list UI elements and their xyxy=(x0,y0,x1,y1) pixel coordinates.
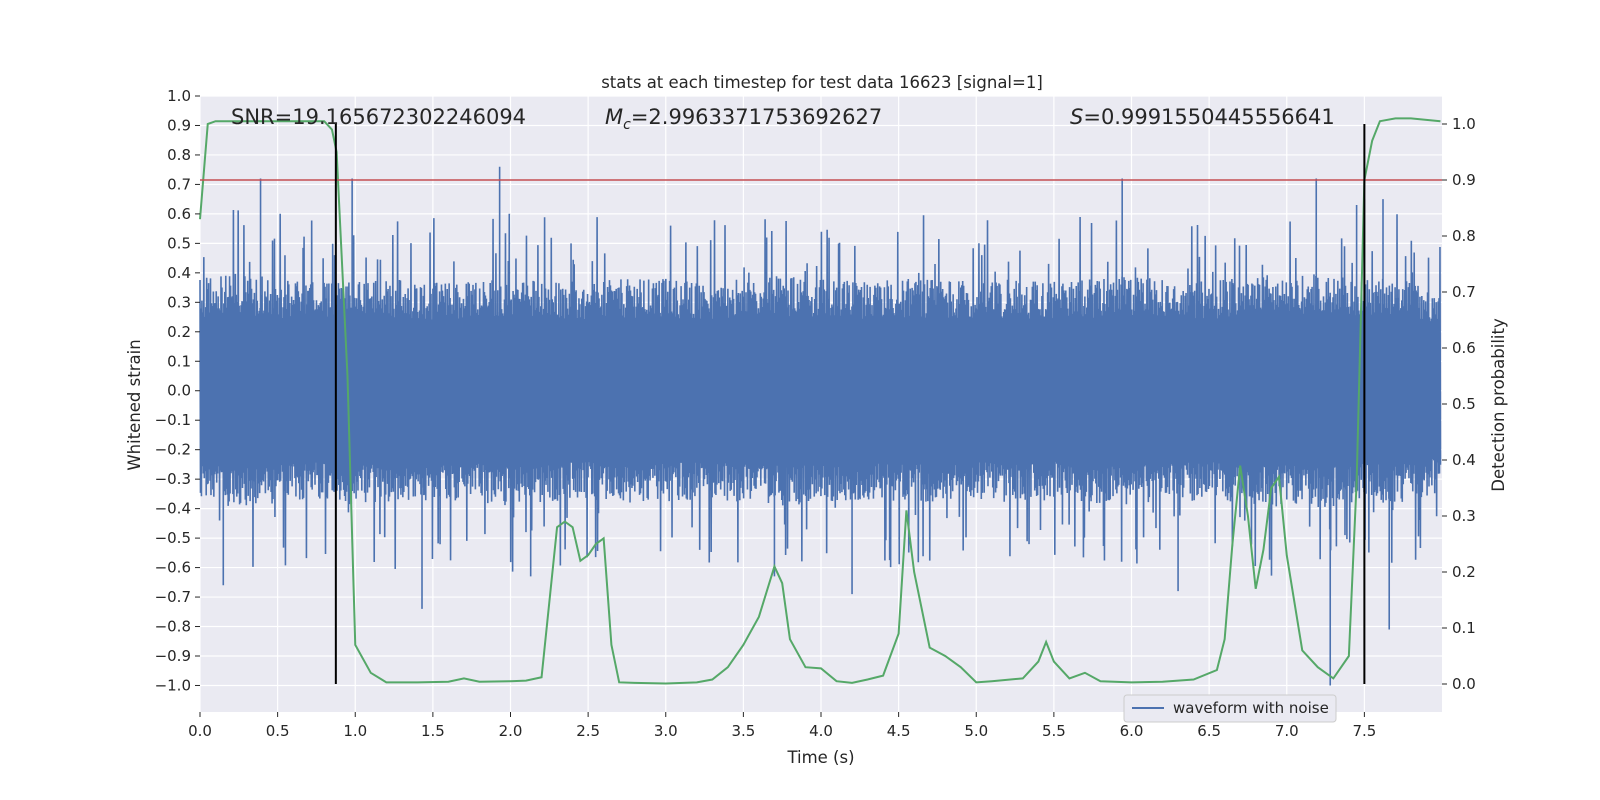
y-tick-label: 0.6 xyxy=(167,205,191,223)
chirp-mass-symbol: M xyxy=(605,105,623,129)
y-tick-label: 0.9 xyxy=(167,116,191,134)
y2-tick-label: 0.5 xyxy=(1452,395,1476,413)
chart-title: stats at each timestep for test data 166… xyxy=(601,73,1043,92)
probability-line xyxy=(199,117,1441,685)
markers xyxy=(200,124,1442,684)
waveform-core xyxy=(200,331,1441,450)
x-tick-label: 4.5 xyxy=(887,722,911,740)
x-tick-label: 6.0 xyxy=(1120,722,1144,740)
snr-annotation: SNR=19.165672302246094 xyxy=(231,105,526,129)
x-tick-label: 5.5 xyxy=(1042,722,1066,740)
legend-box xyxy=(1123,694,1337,723)
y2-tick-label: 0.7 xyxy=(1452,283,1476,301)
chirp-mass-value: =2.9963371753692627 xyxy=(631,105,882,129)
y-tick-label: −0.6 xyxy=(155,559,191,577)
y-tick-label: 0.0 xyxy=(167,382,191,400)
waveform-series xyxy=(199,166,1442,686)
legend-label: waveform with noise xyxy=(1173,699,1329,717)
y-tick-label: −0.4 xyxy=(155,500,191,518)
x-tick-label: 4.0 xyxy=(809,722,833,740)
x-tick-label: 5.0 xyxy=(964,722,988,740)
score-value: =0.9991550445556641 xyxy=(1083,105,1334,129)
y-tick-label: −0.2 xyxy=(155,441,191,459)
y2-tick-label: 0.0 xyxy=(1452,675,1476,693)
y2-tick-label: 0.8 xyxy=(1452,227,1476,245)
y-tick-label: −0.1 xyxy=(155,411,191,429)
y-tick-label: −0.7 xyxy=(155,588,191,606)
x-axis-label: Time (s) xyxy=(786,748,854,767)
x-tick-label: 7.0 xyxy=(1275,722,1299,740)
chirp-mass-subscript: c xyxy=(623,117,631,133)
y2-tick-label: 0.3 xyxy=(1452,507,1476,525)
y-tick-label: 0.1 xyxy=(167,352,191,370)
y2-tick-label: 0.4 xyxy=(1452,451,1476,469)
y-tick-label: 0.8 xyxy=(167,146,191,164)
x-tick-label: 1.5 xyxy=(421,722,445,740)
probability-series xyxy=(199,117,1441,685)
chirp-mass-annotation: Mc=2.9963371753692627 xyxy=(605,105,882,133)
x-tick-label: 1.0 xyxy=(343,722,367,740)
legend: waveform with noise xyxy=(1123,694,1337,723)
y2-tick-label: 0.1 xyxy=(1452,619,1476,637)
x-tick-label: 3.5 xyxy=(731,722,755,740)
y2-tick-label: 1.0 xyxy=(1452,115,1476,133)
x-tick-label: 2.5 xyxy=(576,722,600,740)
y2-tick-label: 0.2 xyxy=(1452,563,1476,581)
y-tick-label: 1.0 xyxy=(167,87,191,105)
score-annotation: S=0.9991550445556641 xyxy=(1070,105,1335,129)
y-tick-label: 0.4 xyxy=(167,264,191,282)
y-tick-label: −1.0 xyxy=(155,676,191,694)
y-axis-label: Whitened strain xyxy=(125,339,144,470)
y2-tick-label: 0.6 xyxy=(1452,339,1476,357)
y-tick-label: 0.5 xyxy=(167,234,191,252)
y-tick-label: −0.8 xyxy=(155,618,191,636)
x-tick-label: 0.0 xyxy=(188,722,212,740)
y-tick-label: −0.5 xyxy=(155,529,191,547)
x-tick-label: 3.0 xyxy=(654,722,678,740)
y-tick-label: −0.3 xyxy=(155,470,191,488)
x-tick-label: 6.5 xyxy=(1197,722,1221,740)
x-tick-label: 2.0 xyxy=(499,722,523,740)
score-symbol: S xyxy=(1070,105,1083,129)
y-tick-label: 0.3 xyxy=(167,293,191,311)
y-tick-label: −0.9 xyxy=(155,647,191,665)
x-tick-label: 7.5 xyxy=(1352,722,1376,740)
y-tick-label: 0.2 xyxy=(167,323,191,341)
ticks: 0.0 0.5 1.0 1.5 2.0 2.5 3.0 3.5 4.0 4.5 5.0 5.5 6.0 6… xyxy=(155,87,1476,740)
y-tick-label: 0.7 xyxy=(167,175,191,193)
y2-axis-label: Detection probability xyxy=(1489,318,1508,492)
y2-tick-label: 0.9 xyxy=(1452,171,1476,189)
x-tick-label: 0.5 xyxy=(266,722,290,740)
